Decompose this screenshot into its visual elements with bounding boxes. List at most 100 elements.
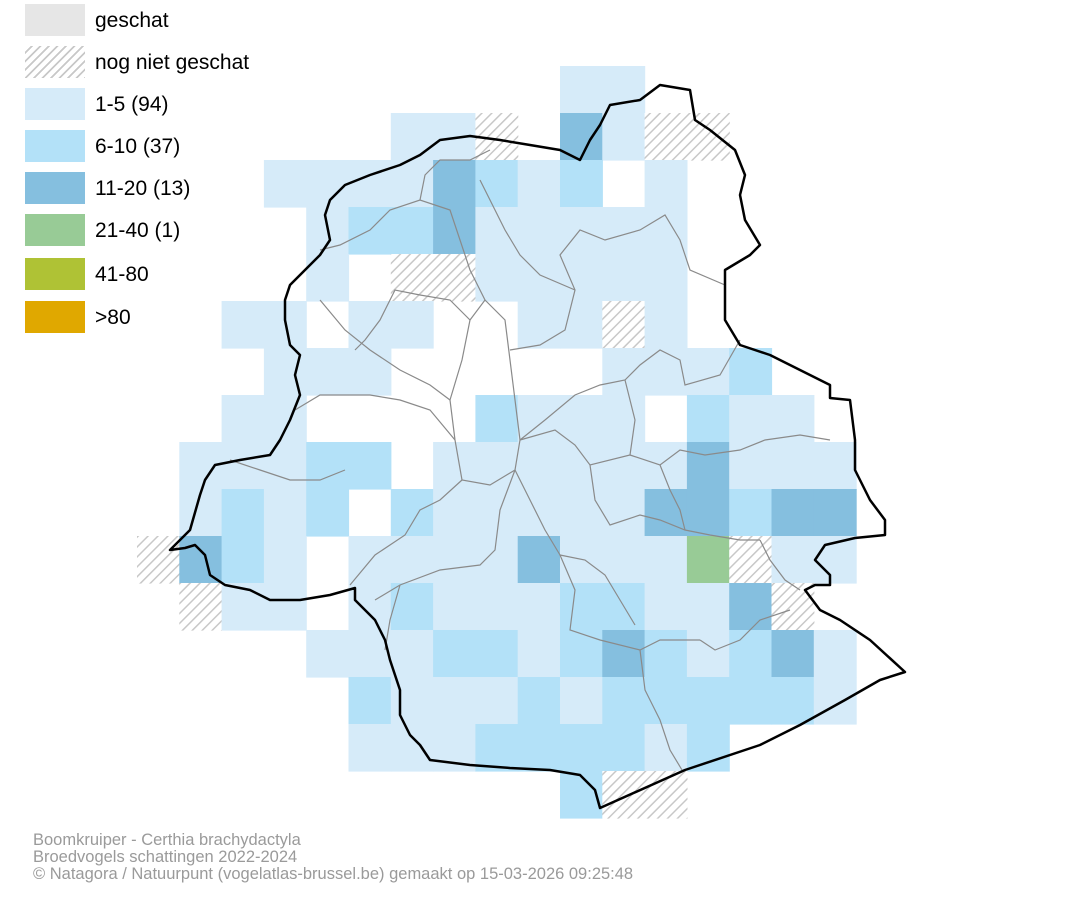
grid-cell (263, 442, 307, 490)
municipality-border (559, 554, 636, 626)
grid-cell (517, 630, 561, 678)
grid-cell (729, 583, 773, 631)
grid-cell (306, 630, 350, 678)
legend-item-nog-niet-geschat: nog niet geschat (25, 46, 325, 78)
legend-swatch (25, 172, 85, 204)
municipality-border (629, 434, 831, 466)
grid-cell (729, 489, 773, 537)
grid-cell-not-estimated (602, 301, 646, 349)
grid-cell (475, 536, 519, 584)
grid-cell (475, 254, 519, 302)
grid-cell (475, 395, 519, 443)
grid-cell (560, 301, 603, 349)
grid-cell (560, 583, 603, 631)
grid-cell (771, 677, 815, 725)
grid-cell (433, 583, 476, 631)
grid-cell (602, 677, 646, 725)
grid-cell (560, 724, 603, 772)
grid-cell (813, 630, 857, 678)
grid-cell (560, 66, 603, 114)
municipality-border (354, 289, 471, 351)
grid-cell (602, 113, 646, 161)
legend-label: 41-80 (95, 263, 149, 286)
grid-cell (560, 160, 603, 208)
grid-cell (221, 395, 265, 443)
grid-cell (771, 442, 815, 490)
grid-cell (348, 160, 392, 208)
grid-cell (263, 395, 307, 443)
grid-cell (644, 442, 688, 490)
grid-cell-not-estimated (771, 583, 815, 631)
legend-item-1-5: 1-5 (94) (25, 88, 325, 120)
grid-cell (263, 536, 307, 584)
grid-cell (813, 489, 857, 537)
municipality-border (384, 584, 401, 651)
grid-cell (179, 536, 223, 584)
legend-swatch (25, 4, 85, 36)
grid-cell (560, 254, 603, 302)
grid-cell (644, 583, 688, 631)
grid-cell (348, 724, 392, 772)
grid-cell (686, 583, 730, 631)
legend-label: 1-5 (94) (95, 93, 169, 116)
grid-cell (602, 395, 646, 443)
grid-cell (348, 677, 392, 725)
grid-cell (348, 536, 392, 584)
grid-cell (179, 489, 223, 537)
grid-cell (644, 160, 688, 208)
municipality-border (659, 464, 686, 531)
grid-cell (306, 489, 350, 537)
grid-cell (686, 489, 730, 537)
grid-cell (475, 724, 519, 772)
grid-cell (306, 348, 350, 396)
grid-cell-not-estimated (729, 536, 773, 584)
map-credits: Boomkruiper - Certhia brachydactyla Broe… (33, 832, 633, 883)
grid-cell (686, 677, 730, 725)
grid-cell (348, 301, 392, 349)
grid-cell (390, 113, 434, 161)
grid-cell (390, 536, 434, 584)
grid-cell (644, 677, 688, 725)
municipality-border (294, 394, 456, 441)
grid-cell (686, 536, 730, 584)
grid-cell (686, 442, 730, 490)
grid-cell (306, 442, 350, 490)
legend-item-21-40: 21-40 (1) (25, 214, 325, 246)
grid-cell (517, 395, 561, 443)
grid-cell (602, 536, 646, 584)
grid-cell (433, 207, 476, 255)
municipality-border (759, 539, 801, 591)
grid-cell (602, 724, 646, 772)
grid-cell (813, 442, 857, 490)
grid-cell (560, 442, 603, 490)
grid-cell (771, 536, 815, 584)
grid-cell (433, 442, 476, 490)
legend: geschat nog niet geschat 1-5 (94) 6-10 (… (25, 0, 325, 340)
grid-cell (686, 724, 730, 772)
grid-cell (602, 442, 646, 490)
legend-label: 11-20 (13) (95, 177, 191, 200)
municipality-border (479, 179, 576, 291)
grid-cell (390, 489, 434, 537)
grid-cell (221, 536, 265, 584)
grid-cell (517, 254, 561, 302)
legend-label: nog niet geschat (95, 51, 250, 74)
legend-swatch (25, 214, 85, 246)
legend-item-41-80: 41-80 (25, 258, 325, 290)
legend-swatch (25, 88, 85, 120)
grid-cell (517, 207, 561, 255)
grid-cell (729, 348, 773, 396)
legend-swatch (25, 301, 85, 333)
municipality-border (589, 464, 760, 541)
grid-cell (517, 442, 561, 490)
municipality-border (519, 339, 741, 441)
grid-cell-not-estimated (602, 771, 646, 819)
grid-cell (517, 536, 561, 584)
municipality-border (349, 479, 463, 586)
grid-cell (433, 677, 476, 725)
grid-cell (729, 677, 773, 725)
grid-cell (263, 160, 307, 208)
municipality-border (229, 459, 346, 481)
grid-cell (221, 301, 265, 349)
